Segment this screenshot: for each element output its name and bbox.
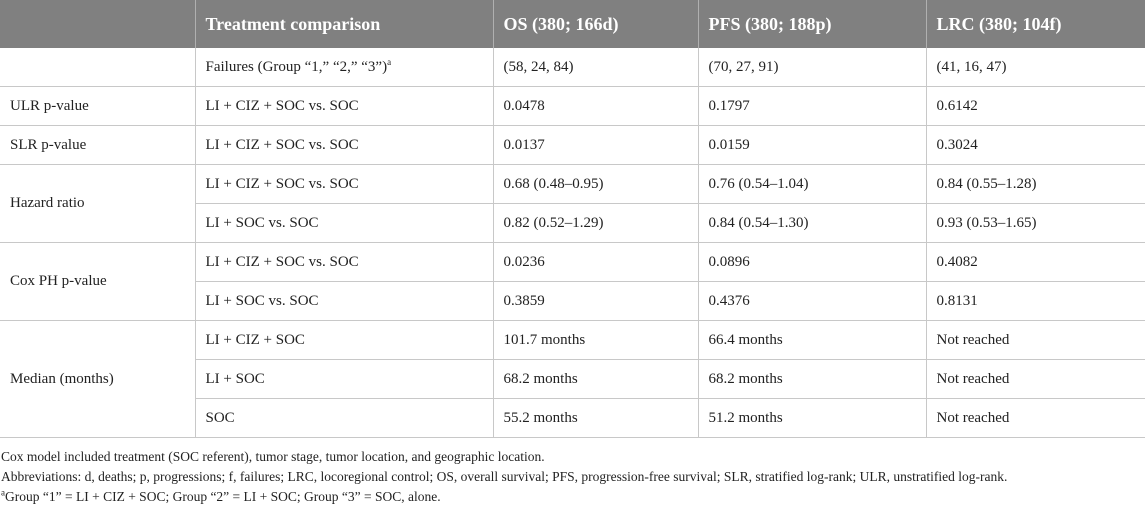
cell-comparison: LI + SOC [195,359,494,399]
table-row-failures: Failures (Group “1,” “2,” “3”)a (58, 24,… [0,48,1145,87]
table-row-hazard-1: Hazard ratio LI + CIZ + SOC vs. SOC 0.68… [0,164,1145,243]
cell-comparison: SOC [195,398,494,438]
failures-label: Failures (Group “1,” “2,” “3”) [205,58,388,75]
table-row-median-1: Median (months) LI + CIZ + SOC 101.7 mon… [0,320,1145,438]
cell-pfs: 0.4376 [698,281,927,321]
cell-lrc: (41, 16, 47) [926,48,1145,87]
cell-lrc: 0.84 (0.55–1.28) [926,164,1145,204]
footnote-marker: a [387,56,392,67]
footnote-abbreviations: Abbreviations: d, deaths; p, progression… [1,469,1008,484]
cell-os: (58, 24, 84) [493,48,699,87]
row-label-slr: SLR p-value [0,125,196,165]
cell-comparison: LI + CIZ + SOC vs. SOC [195,242,494,282]
header-os: OS (380; 166d) [493,0,699,48]
cell-os: 101.7 months [493,320,699,360]
row-label-median: Median (months) [0,320,196,438]
table-row-slr: SLR p-value LI + CIZ + SOC vs. SOC 0.013… [0,125,1145,165]
cell-lrc: 0.93 (0.53–1.65) [926,203,1145,243]
cell-comparison: LI + CIZ + SOC [195,320,494,360]
footnote-groups-marker: a [1,487,5,498]
cell-comparison: LI + CIZ + SOC vs. SOC [195,125,494,165]
header-row: Treatment comparison OS (380; 166d) PFS … [0,0,1145,48]
table-row-hazard-2: LI + SOC vs. SOC 0.82 (0.52–1.29) 0.84 (… [0,203,1145,243]
cell-lrc: 0.6142 [926,86,1145,126]
cell-pfs: 68.2 months [698,359,927,399]
cell-pfs: 0.76 (0.54–1.04) [698,164,927,204]
footnote-groups-text: Group “1” = LI + CIZ + SOC; Group “2” = … [5,489,441,504]
header-lrc: LRC (380; 104f) [926,0,1145,48]
cell-os: 68.2 months [493,359,699,399]
cell-lrc: Not reached [926,398,1145,438]
table-row-coxph-1: Cox PH p-value LI + CIZ + SOC vs. SOC 0.… [0,242,1145,321]
cell-lrc: 0.4082 [926,242,1145,282]
cell-comparison: Failures (Group “1,” “2,” “3”)a [195,48,494,87]
cell-lrc: 0.8131 [926,281,1145,321]
results-table: Treatment comparison OS (380; 166d) PFS … [0,0,1145,438]
cell-lrc: Not reached [926,359,1145,399]
row-label-ulr: ULR p-value [0,86,196,126]
cell-os: 0.82 (0.52–1.29) [493,203,699,243]
row-label-coxph: Cox PH p-value [0,242,196,321]
cell-os: 0.0236 [493,242,699,282]
table-row-median-3: SOC 55.2 months 51.2 months Not reached [0,398,1145,438]
row-label-empty [0,48,196,87]
cell-comparison: LI + SOC vs. SOC [195,203,494,243]
cell-comparison: LI + CIZ + SOC vs. SOC [195,86,494,126]
cell-os: 0.68 (0.48–0.95) [493,164,699,204]
header-blank [0,0,196,48]
cell-os: 0.0478 [493,86,699,126]
table-row-coxph-2: LI + SOC vs. SOC 0.3859 0.4376 0.8131 [0,281,1145,321]
table-row-ulr: ULR p-value LI + CIZ + SOC vs. SOC 0.047… [0,86,1145,126]
table-footnotes: Cox model included treatment (SOC refere… [0,447,1145,507]
cell-pfs: 66.4 months [698,320,927,360]
cell-comparison: LI + SOC vs. SOC [195,281,494,321]
cell-os: 55.2 months [493,398,699,438]
cell-os: 0.0137 [493,125,699,165]
cell-lrc: 0.3024 [926,125,1145,165]
cell-pfs: 51.2 months [698,398,927,438]
header-treatment-comparison: Treatment comparison [195,0,494,48]
cell-comparison: LI + CIZ + SOC vs. SOC [195,164,494,204]
footnote-model: Cox model included treatment (SOC refere… [1,449,545,464]
cell-pfs: 0.0896 [698,242,927,282]
footnote-groups: aGroup “1” = LI + CIZ + SOC; Group “2” =… [1,487,1145,507]
cell-pfs: 0.0159 [698,125,927,165]
cell-pfs: 0.84 (0.54–1.30) [698,203,927,243]
cell-pfs: 0.1797 [698,86,927,126]
row-label-hazard: Hazard ratio [0,164,196,243]
table-row-median-2: LI + SOC 68.2 months 68.2 months Not rea… [0,359,1145,399]
cell-pfs: (70, 27, 91) [698,48,927,87]
cell-lrc: Not reached [926,320,1145,360]
header-pfs: PFS (380; 188p) [698,0,927,48]
cell-os: 0.3859 [493,281,699,321]
